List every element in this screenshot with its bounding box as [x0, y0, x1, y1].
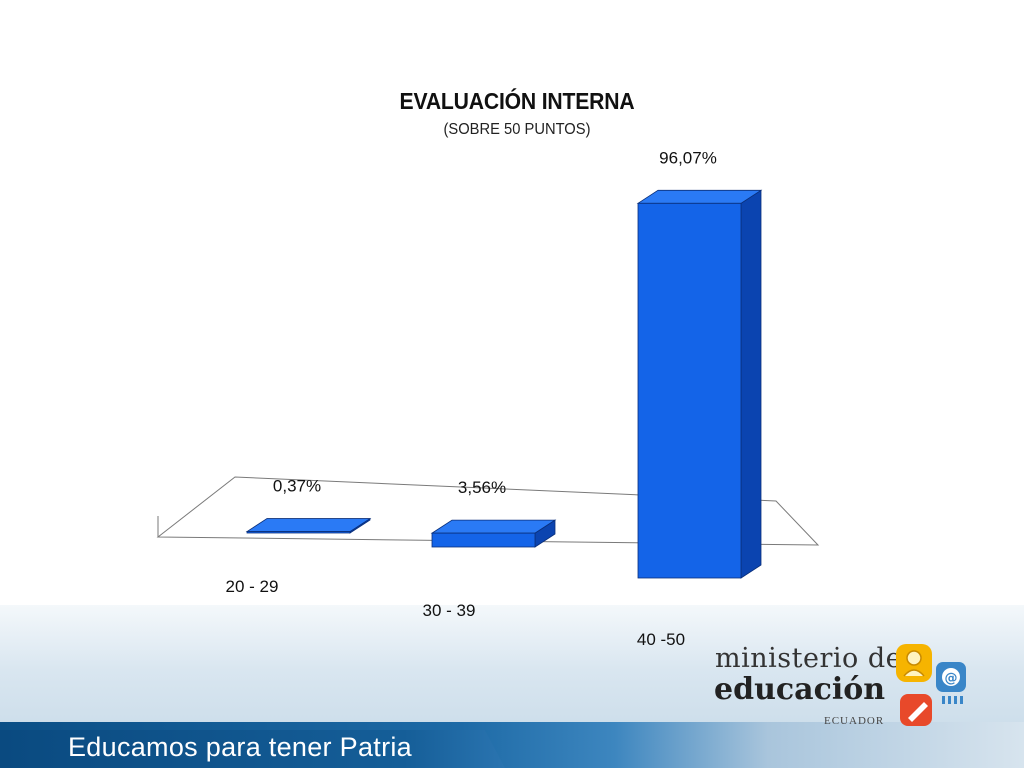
- floor-plane: [156, 476, 820, 546]
- category-label: 30 - 39: [423, 601, 476, 620]
- bar: [246, 531, 351, 534]
- logo-emblem-icon: @: [896, 644, 966, 726]
- category-label: 20 - 29: [226, 577, 279, 596]
- svg-text:@: @: [945, 671, 958, 686]
- bar-top: [636, 189, 763, 204]
- chart-title: EVALUACIÓN INTERNA: [399, 88, 635, 114]
- logo-text-ecuador: ECUADOR: [824, 715, 885, 727]
- bar: [431, 532, 536, 548]
- chart-subtitle: (SOBRE 50 PUNTOS): [443, 121, 591, 138]
- bar-top: [430, 519, 557, 534]
- bar-side: [740, 189, 762, 579]
- data-label: 3,56%: [458, 478, 506, 497]
- logo-text-educacion: educación: [714, 672, 886, 707]
- footer-bar-accent: [0, 730, 505, 768]
- ministerio-logo: ministerio de educación ECUADOR @: [712, 640, 982, 735]
- data-label: 0,37%: [273, 477, 321, 496]
- logo-text-ministerio: ministerio de: [715, 643, 903, 674]
- category-label: 40 -50: [637, 630, 685, 649]
- data-label: 96,07%: [659, 148, 717, 167]
- bar-top: [245, 518, 372, 532]
- bar: [637, 202, 742, 579]
- bar-chart: 0,37% 20 - 29 3,56% 30 - 39 96,07% 40 -50: [156, 148, 820, 649]
- footer-slogan: Educamos para tener Patria: [68, 732, 412, 762]
